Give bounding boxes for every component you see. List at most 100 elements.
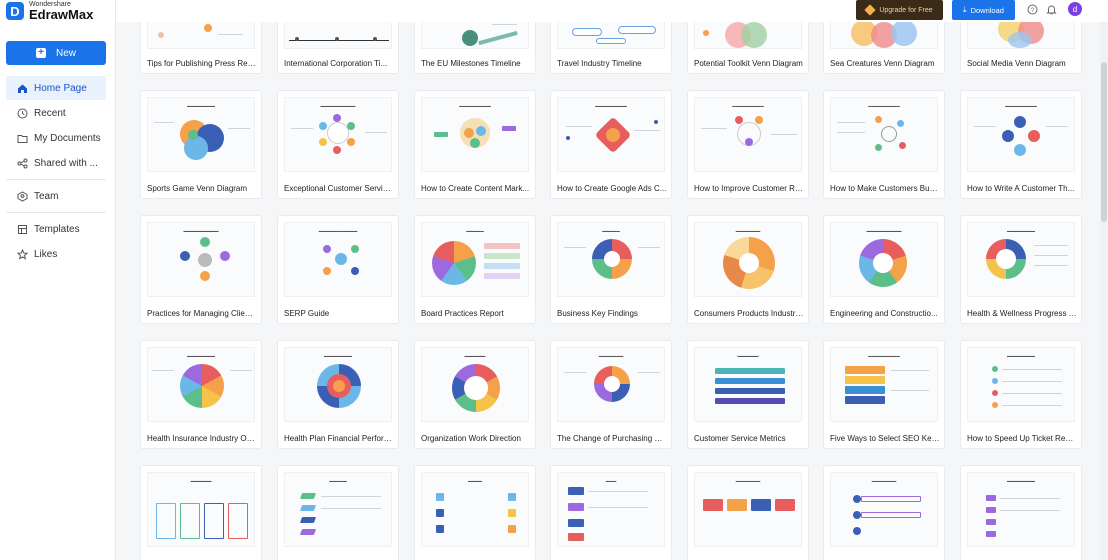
sidebar-item-my-documents[interactable]: My Documents	[6, 126, 106, 150]
template-title: International Corporation Ti...	[284, 59, 388, 68]
template-thumbnail: ▬▬▬▬▬▬	[694, 347, 802, 422]
template-thumbnail	[557, 22, 665, 49]
sidebar-item-label: Home Page	[34, 82, 87, 94]
template-card[interactable]: ▬▬▬▬▬▬▬▬▬ Five Ways to Select SEO Key...	[823, 340, 945, 449]
template-thumbnail: ▬▬▬▬▬	[557, 222, 665, 297]
upgrade-button-label: Upgrade for Free	[879, 6, 933, 14]
template-card[interactable]: ▬▬▬▬▬▬▬▬▬ How to Create Google Ads C...	[550, 90, 672, 199]
template-title: Tips for Publishing Press Rele...	[147, 59, 257, 68]
template-title: How to Speed Up Ticket Reso...	[967, 434, 1077, 443]
home-icon	[17, 83, 28, 94]
avatar[interactable]: d	[1068, 2, 1082, 16]
template-thumbnail: ▬▬▬▬▬▬▬	[830, 472, 938, 547]
template-title: Health Insurance Industry Ou...	[147, 434, 257, 443]
template-title: Health Plan Financial Perform...	[284, 434, 394, 443]
sidebar-item-shared[interactable]: Shared with ...	[6, 151, 106, 175]
template-thumbnail	[421, 22, 529, 49]
sidebar-item-home[interactable]: Home Page	[6, 76, 106, 100]
sidebar-item-team[interactable]: Team	[6, 184, 106, 208]
template-thumbnail: ▬▬▬▬▬▬▬▬▬▬	[284, 97, 392, 172]
app-logo[interactable]: D Wondershare EdrawMax	[6, 0, 93, 22]
template-card[interactable]: ▬▬▬▬▬▬▬▬ Health & Wellness Progress R...	[960, 215, 1082, 324]
template-card[interactable]: ▬▬▬▬▬▬▬▬▬▬▬ SERP Guide	[277, 215, 399, 324]
template-title: How to Make Customers Busi...	[830, 184, 940, 193]
template-thumbnail	[694, 22, 802, 49]
template-card[interactable]: ▬▬▬▬▬▬▬▬▬ How to Make Customers Busi...	[823, 90, 945, 199]
template-thumbnail: ▬▬▬▬▬▬▬▬▬▬▬	[284, 222, 392, 297]
logo-mark: D	[6, 2, 24, 20]
template-title: Engineering and Constructio...	[830, 309, 938, 318]
logo-company: Wondershare	[29, 1, 71, 8]
template-card[interactable]: ▬▬▬▬▬▬▬▬▬▬ Practices for Managing Client…	[140, 215, 262, 324]
template-card[interactable]: Tips for Publishing Press Rele...	[140, 22, 262, 74]
template-card[interactable]: Sea Creatures Venn Diagram	[823, 22, 945, 74]
template-title: The EU Milestones Timeline	[421, 59, 521, 68]
template-card[interactable]: ▬▬▬▬▬▬▬▬ How to Speed Up Ticket Reso...	[960, 340, 1082, 449]
sidebar-divider	[6, 179, 106, 180]
template-card[interactable]: ▬▬▬▬▬▬▬▬▬▬ Exceptional Customer Service.…	[277, 90, 399, 199]
template-thumbnail: ▬▬▬▬▬▬▬▬	[147, 97, 255, 172]
template-thumbnail: ▬▬▬▬▬▬▬▬▬	[557, 97, 665, 172]
new-button-label: New	[55, 47, 76, 59]
template-thumbnail: ▬▬▬▬▬▬▬▬▬	[421, 97, 529, 172]
template-card[interactable]: Travel Industry Timeline	[550, 22, 672, 74]
download-button[interactable]: ⤓ Download	[952, 0, 1015, 20]
template-card[interactable]: Social Media Venn Diagram	[960, 22, 1082, 74]
template-card[interactable]: ▬▬▬	[550, 465, 672, 560]
upgrade-button[interactable]: Upgrade for Free	[856, 0, 943, 20]
sidebar-divider	[6, 212, 106, 213]
scrollbar[interactable]	[1100, 22, 1108, 560]
template-title: Potential Toolkit Venn Diagram	[694, 59, 803, 68]
template-card[interactable]: ▬▬▬▬▬▬▬▬▬ How to Write A Customer Th...	[960, 90, 1082, 199]
template-title: Consumers Products Industry...	[694, 309, 804, 318]
template-card[interactable]: ▬▬▬▬▬▬▬▬ Sports Game Venn Diagram	[140, 90, 262, 199]
template-card[interactable]: International Corporation Ti...	[277, 22, 399, 74]
template-card[interactable]: ▬▬▬▬▬▬▬ The Change of Purchasing Be...	[550, 340, 672, 449]
template-card[interactable]: ▬▬▬▬▬▬ Customer Service Metrics	[687, 340, 809, 449]
template-thumbnail: ▬▬▬▬▬▬	[421, 347, 529, 422]
new-button[interactable]: + New	[6, 41, 106, 65]
template-card[interactable]: ▬▬▬▬▬▬▬	[823, 465, 945, 560]
sidebar-item-recent[interactable]: Recent	[6, 101, 106, 125]
template-thumbnail	[967, 22, 1075, 49]
template-thumbnail: ▬▬▬▬	[421, 472, 529, 547]
scrollbar-thumb[interactable]	[1101, 62, 1107, 222]
sidebar-item-label: Recent	[34, 107, 66, 119]
template-card[interactable]: The EU Milestones Timeline	[414, 22, 536, 74]
template-title: Social Media Venn Diagram	[967, 59, 1066, 68]
sidebar-item-likes[interactable]: Likes	[6, 242, 106, 266]
template-title: Board Practices Report	[421, 309, 504, 318]
template-card[interactable]: ▬▬▬▬▬▬▬▬▬ How to Improve Customer Re...	[687, 90, 809, 199]
templates-icon	[17, 224, 28, 235]
template-thumbnail	[830, 22, 938, 49]
template-card[interactable]: ▬▬▬▬▬▬ Organization Work Direction	[414, 340, 536, 449]
template-thumbnail: ▬▬▬▬▬▬	[147, 472, 255, 547]
template-card[interactable]: ▬▬▬▬▬▬▬▬ Health Plan Financial Perform..…	[277, 340, 399, 449]
sidebar-nav: Home Page Recent My Documents Shared wit…	[6, 76, 106, 267]
template-title: The Change of Purchasing Be...	[557, 434, 667, 443]
template-card[interactable]: ▬▬▬▬▬▬▬▬	[960, 465, 1082, 560]
template-card[interactable]: ▬▬▬▬▬ Business Key Findings	[550, 215, 672, 324]
template-card[interactable]: ▬▬▬▬▬	[277, 465, 399, 560]
template-card[interactable]: ▬▬▬▬▬ Board Practices Report	[414, 215, 536, 324]
template-card[interactable]: ▬▬▬▬▬▬▬	[687, 465, 809, 560]
logo-product: EdrawMax	[29, 7, 94, 22]
template-card[interactable]: Potential Toolkit Venn Diagram	[687, 22, 809, 74]
template-card[interactable]: ▬▬▬▬	[414, 465, 536, 560]
bell-icon[interactable]	[1045, 3, 1057, 15]
template-title: Five Ways to Select SEO Key...	[830, 434, 940, 443]
template-thumbnail: ▬▬▬▬▬▬▬▬▬▬	[147, 222, 255, 297]
folder-icon	[17, 133, 28, 144]
template-card[interactable]: ▬▬▬▬▬▬▬▬▬▬ Engineering and Constructio..…	[823, 215, 945, 324]
team-icon	[17, 190, 28, 202]
template-card[interactable]: ▬▬▬▬▬▬▬ Consumers Products Industry...	[687, 215, 809, 324]
template-card[interactable]: ▬▬▬▬▬▬	[140, 465, 262, 560]
template-card[interactable]: ▬▬▬▬▬▬▬▬▬ How to Create Content Mark...	[414, 90, 536, 199]
template-thumbnail: ▬▬▬▬▬▬▬▬▬	[967, 97, 1075, 172]
sidebar-item-templates[interactable]: Templates	[6, 217, 106, 241]
template-thumbnail: ▬▬▬▬▬▬▬▬	[967, 472, 1075, 547]
help-icon[interactable]: ?	[1026, 3, 1038, 15]
template-thumbnail: ▬▬▬	[557, 472, 665, 547]
template-card[interactable]: ▬▬▬▬▬▬▬▬ Health Insurance Industry Ou...	[140, 340, 262, 449]
